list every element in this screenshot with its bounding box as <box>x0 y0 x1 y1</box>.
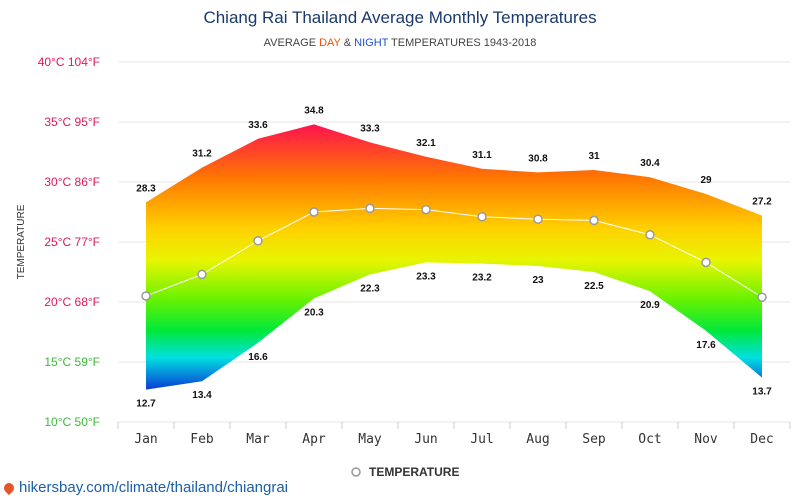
y-axis-label: TEMPERATURE <box>16 204 27 279</box>
x-tick-label: Aug <box>526 432 549 447</box>
night-value-label: 22.3 <box>360 283 380 294</box>
night-value-label: 13.7 <box>752 387 772 398</box>
x-tick-label: Oct <box>638 432 661 447</box>
y-tick-label: 15°C 59°F <box>44 355 100 369</box>
x-tick-label: Jul <box>470 432 493 447</box>
night-value-label: 17.6 <box>696 340 716 351</box>
day-value-label: 33.3 <box>360 123 380 134</box>
night-value-label: 23.2 <box>472 273 492 284</box>
x-tick-label: Sep <box>582 432 606 447</box>
y-tick-label: 40°C 104°F <box>38 55 100 69</box>
temperature-range-area <box>146 124 762 390</box>
day-value-label: 30.8 <box>528 153 548 164</box>
footer-link[interactable]: hikersbay.com/climate/thailand/chiangrai <box>1 479 289 496</box>
night-value-label: 13.4 <box>192 390 212 401</box>
day-value-label: 33.6 <box>248 120 268 131</box>
y-tick-label: 35°C 95°F <box>44 115 100 129</box>
average-point[interactable] <box>645 230 655 240</box>
x-tick-label: Jan <box>134 432 157 447</box>
day-value-label: 31.1 <box>472 150 492 161</box>
x-tick-label: Apr <box>302 432 326 447</box>
subtitle-prefix: AVERAGE <box>264 37 319 49</box>
average-point[interactable] <box>365 203 375 214</box>
data-labels: 28.3 31.2 33.6 34.8 33.3 32.1 31.1 30.8 31 30.4 29… <box>136 105 772 409</box>
average-point[interactable] <box>477 212 487 222</box>
day-value-label: 32.1 <box>416 138 436 149</box>
day-value-label: 30.4 <box>640 158 660 169</box>
subtitle-day: DAY <box>319 37 341 49</box>
y-tick-label: 10°C 50°F <box>44 415 100 429</box>
x-tick-label: Dec <box>750 432 773 447</box>
day-value-label: 31 <box>588 151 600 162</box>
x-tick-label: Feb <box>190 432 214 447</box>
average-point[interactable] <box>197 269 207 280</box>
x-tick-label: Nov <box>694 432 718 447</box>
average-point[interactable] <box>533 214 543 224</box>
legend-marker <box>351 467 361 477</box>
night-value-label: 22.5 <box>584 281 604 292</box>
day-value-label: 31.2 <box>192 149 212 160</box>
night-value-label: 12.7 <box>136 399 156 410</box>
night-value-label: 23.3 <box>416 271 436 282</box>
night-value-label: 23 <box>532 275 544 286</box>
x-axis-ticks: Jan Feb Mar Apr May Jun Jul Aug Sep Oct Nov Dec <box>117 422 791 447</box>
chart-title: Chiang Rai Thailand Average Monthly Temp… <box>203 8 596 27</box>
average-point[interactable] <box>253 236 263 246</box>
subtitle-night: NIGHT <box>354 37 389 49</box>
subtitle-amp: & <box>341 37 354 49</box>
x-tick-label: May <box>358 432 382 447</box>
footer-text: hikersbay.com/climate/thailand/chiangrai <box>19 479 289 496</box>
y-tick-label: 30°C 86°F <box>44 175 100 189</box>
night-value-label: 16.6 <box>248 352 268 363</box>
x-tick-label: Mar <box>246 432 270 447</box>
average-point[interactable] <box>421 204 431 215</box>
average-points <box>141 203 767 302</box>
y-axis-ticks: 40°C 104°F 35°C 95°F 30°C 86°F 25°C 77°F 20°… <box>38 55 100 429</box>
night-value-label: 20.3 <box>304 307 324 318</box>
day-value-label: 29 <box>700 175 712 186</box>
average-point[interactable] <box>589 215 599 226</box>
x-tick-label: Jun <box>414 432 437 447</box>
y-tick-label: 20°C 68°F <box>44 295 100 309</box>
chart-subtitle: AVERAGE DAY & NIGHT TEMPERATURES 1943-20… <box>264 37 537 49</box>
day-value-label: 28.3 <box>136 183 156 194</box>
legend-label: TEMPERATURE <box>369 465 459 479</box>
average-temperature-line <box>145 207 763 298</box>
map-pin-icon <box>1 480 17 495</box>
subtitle-suffix: TEMPERATURES 1943-2018 <box>388 37 536 49</box>
average-point[interactable] <box>757 292 767 302</box>
average-point[interactable] <box>701 257 711 268</box>
night-value-label: 20.9 <box>640 300 660 311</box>
average-point[interactable] <box>141 291 151 301</box>
day-value-label: 27.2 <box>752 197 772 208</box>
y-tick-label: 25°C 77°F <box>44 235 100 249</box>
day-value-label: 34.8 <box>304 105 324 116</box>
legend[interactable]: TEMPERATURE <box>351 465 459 479</box>
average-point[interactable] <box>309 207 319 217</box>
